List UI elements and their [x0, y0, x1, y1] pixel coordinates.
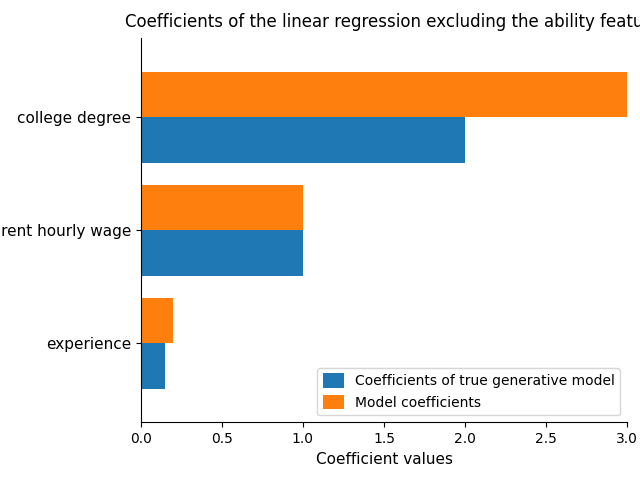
Bar: [141, 118, 465, 163]
Bar: [141, 185, 303, 230]
X-axis label: Coefficient values: Coefficient values: [316, 452, 452, 467]
Bar: [141, 230, 303, 276]
Bar: [141, 298, 173, 343]
Legend: Coefficients of true generative model, Model coefficients: Coefficients of true generative model, M…: [317, 368, 620, 416]
Bar: [141, 72, 627, 118]
Bar: [141, 343, 165, 388]
Title: Coefficients of the linear regression excluding the ability featu: Coefficients of the linear regression ex…: [125, 13, 640, 31]
